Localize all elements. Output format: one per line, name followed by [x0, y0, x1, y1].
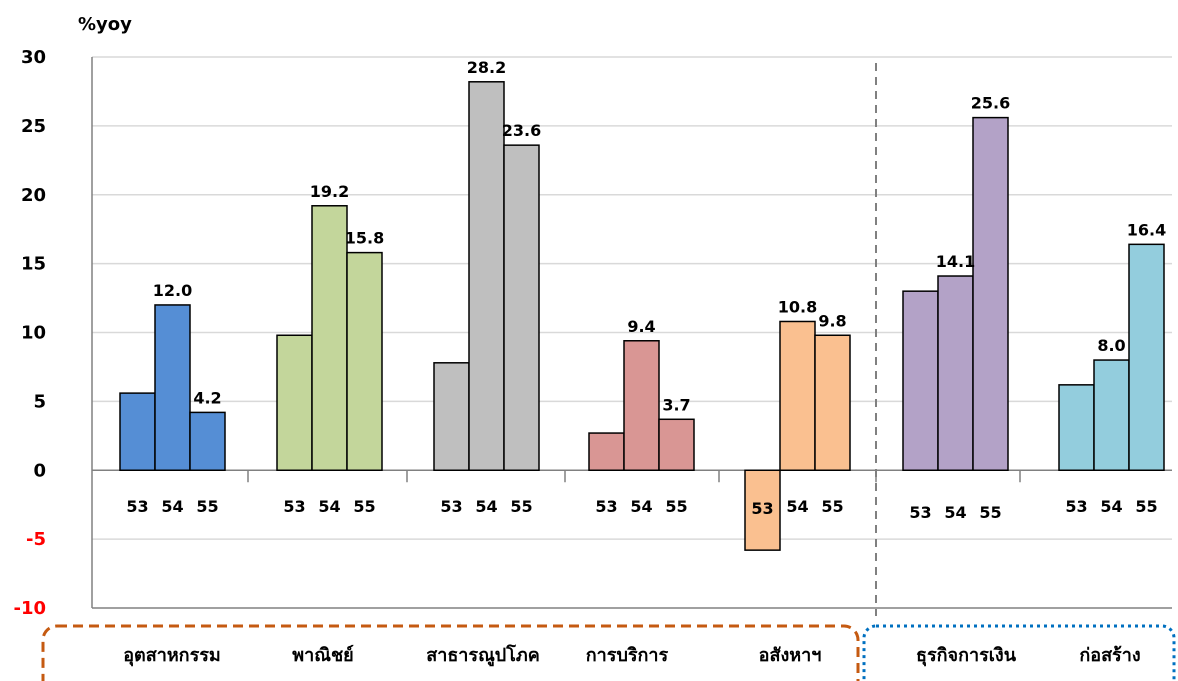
data-label: 15.8: [345, 229, 384, 248]
bar: [468, 81, 505, 471]
y-tick-label: 10: [21, 323, 46, 344]
bar: [814, 334, 851, 471]
data-label: 4.2: [193, 388, 221, 407]
bar: [503, 144, 540, 471]
data-label: 9.4: [627, 317, 655, 336]
y-tick-label: 30: [21, 47, 46, 68]
sub-category-label: 55: [510, 497, 532, 516]
sub-category-label: 53: [751, 499, 773, 518]
bar: [119, 392, 156, 471]
bar: [1128, 243, 1165, 471]
data-label: 3.7: [662, 395, 690, 414]
bar: [744, 469, 781, 551]
sub-category-label: 55: [353, 497, 375, 516]
sub-category-label: 54: [630, 497, 652, 516]
data-label: 8.0: [1097, 336, 1125, 355]
y-tick-label: -10: [13, 598, 46, 619]
y-tick-label: -5: [26, 529, 46, 550]
data-label: 14.1: [936, 252, 975, 271]
data-label: 10.8: [778, 297, 817, 316]
bar: [779, 320, 816, 472]
data-label: 28.2: [467, 58, 506, 77]
group-label: อุตสาหกรรม: [123, 645, 221, 667]
bar: [937, 275, 974, 471]
sub-category-label: 53: [126, 497, 148, 516]
data-labels: 12.0 4.2 19.2 15.8 28.2 23.6 9.4 3.7 10.89.8 14.1…: [153, 58, 1166, 414]
bar: [276, 334, 313, 471]
y-tick-label: 25: [21, 116, 46, 137]
group-label: การบริการ: [586, 645, 669, 666]
group-label: ธุรกิจการเงิน: [916, 645, 1017, 667]
bar: [902, 290, 939, 471]
sub-category-label: 55: [1135, 497, 1157, 516]
sub-category-label: 54: [161, 497, 183, 516]
y-tick-label: 5: [33, 391, 46, 412]
y-axis-title: %yoy: [78, 14, 132, 35]
bar: [972, 116, 1009, 472]
bar: [588, 432, 625, 471]
sub-category-label: 54: [318, 497, 340, 516]
sub-category-label: 53: [909, 503, 931, 522]
bar: [623, 340, 660, 472]
sub-category-label: 55: [979, 503, 1001, 522]
group-labels: อุตสาหกรรม พาณิชย์ สาธารณูปโภค การบริการ อสั…: [41, 624, 1176, 681]
bar: [346, 251, 383, 471]
sub-category-label: 54: [1100, 497, 1122, 516]
group-label: ก่อสร้าง: [1079, 645, 1140, 666]
sub-category-label: 53: [440, 497, 462, 516]
group-label: สาธารณูปโภค: [426, 644, 540, 667]
bar: [311, 205, 348, 472]
sub-category-label: 54: [944, 503, 966, 522]
non-financial-sector-box: [41, 624, 860, 681]
y-tick-label: 0: [33, 460, 46, 481]
bar: [1093, 359, 1130, 471]
sub-category-label: 55: [665, 497, 687, 516]
bars: [119, 81, 1165, 551]
financial-construction-box: [862, 624, 1176, 681]
sub-category-label: 53: [283, 497, 305, 516]
bar: [1058, 384, 1095, 471]
sub-category-label: 55: [196, 497, 218, 516]
sub-category-label: 55: [821, 497, 843, 516]
category-labels: 53 54 55 53 54 55 53 54 55 53 54 55 53 54 55 53 54 55 53 54…: [126, 497, 1157, 522]
bar: [189, 411, 226, 471]
data-label: 9.8: [818, 311, 846, 330]
data-label: 12.0: [153, 281, 192, 300]
y-tick-label: 15: [21, 254, 46, 275]
data-label: 25.6: [971, 94, 1010, 113]
sub-category-label: 53: [595, 497, 617, 516]
bar: [658, 418, 695, 471]
data-label: 23.6: [502, 121, 541, 140]
group-label: พาณิชย์: [292, 644, 353, 666]
group-label: อสังหาฯ: [759, 645, 822, 666]
y-tick-label: 20: [21, 185, 46, 206]
sub-category-label: 54: [475, 497, 497, 516]
sub-category-label: 53: [1065, 497, 1087, 516]
bar: [154, 304, 191, 472]
data-label: 16.4: [1127, 220, 1166, 239]
bar: [433, 362, 470, 471]
data-label: 19.2: [310, 182, 349, 201]
sub-category-label: 54: [786, 497, 808, 516]
